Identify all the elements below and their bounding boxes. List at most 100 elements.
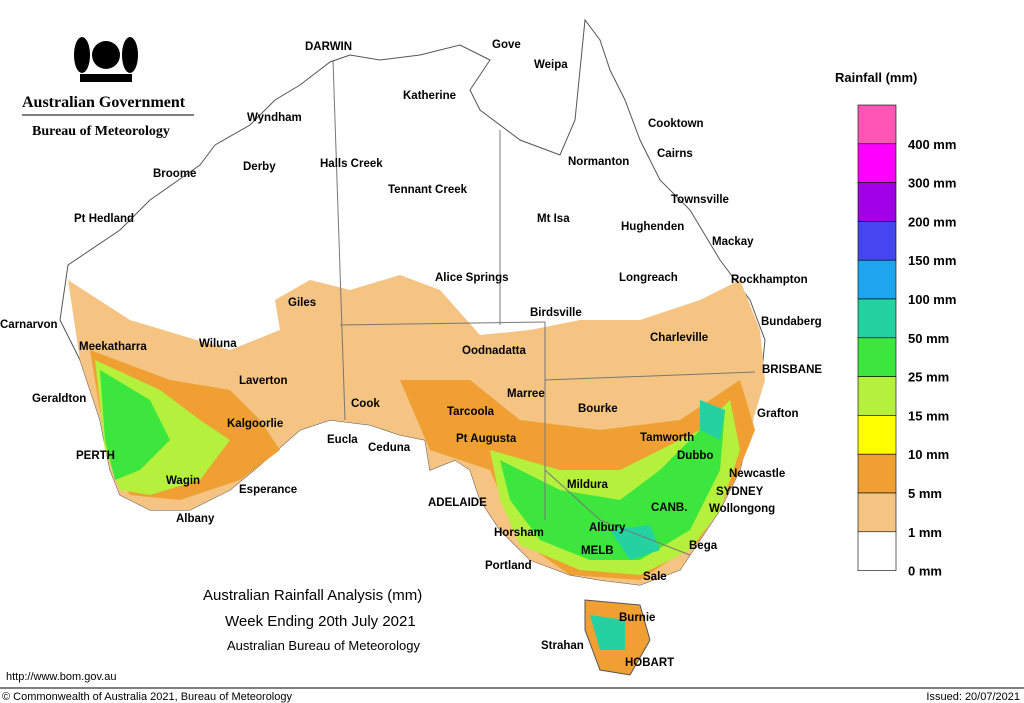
place-label: PERTH <box>76 450 115 462</box>
legend-label: 300 mm <box>908 176 956 191</box>
place-label: Mildura <box>567 479 608 491</box>
wa-border <box>332 59 346 421</box>
place-label: Burnie <box>619 612 655 624</box>
place-label: Oodnadatta <box>462 345 526 357</box>
footer-issued: Issued: 20/07/2021 <box>926 691 1020 703</box>
place-label: Albury <box>589 522 626 534</box>
legend-label: 400 mm <box>908 137 956 152</box>
place-label: Halls Creek <box>320 158 383 170</box>
legend-label: 10 mm <box>908 447 949 462</box>
legend-swatch <box>857 337 897 377</box>
place-label: Tarcoola <box>447 406 495 418</box>
place-label: SYDNEY <box>716 486 764 498</box>
australia <box>59 18 766 676</box>
place-label: Wyndham <box>247 112 302 124</box>
place-label: Tennant Creek <box>388 184 468 196</box>
place-label: Laverton <box>239 375 288 387</box>
place-label: Marree <box>507 388 545 400</box>
place-label: Cook <box>351 398 380 410</box>
nt-sa-border <box>339 321 546 326</box>
place-label: Newcastle <box>729 468 785 480</box>
place-label: Tamworth <box>640 432 694 444</box>
legend-label: 5 mm <box>908 486 942 501</box>
place-label: Broome <box>153 168 196 180</box>
place-label: Charleville <box>650 332 708 344</box>
place-label: Birdsville <box>530 307 582 319</box>
place-label: Wagin <box>166 475 200 487</box>
place-label: Townsville <box>671 194 729 206</box>
place-label: Dubbo <box>677 450 713 462</box>
place-label: Normanton <box>568 156 629 168</box>
place-label: Horsham <box>494 527 544 539</box>
place-label: Alice Springs <box>435 272 509 284</box>
legend-swatch <box>857 492 897 533</box>
place-label: Kalgoorlie <box>227 418 283 430</box>
legend-label: 25 mm <box>908 370 949 385</box>
place-label: Meekatharra <box>79 341 147 353</box>
place-labels: DARWIN Gove Weipa Katherine Wyndham Cooktown D… <box>0 39 822 669</box>
place-label: Esperance <box>239 484 297 496</box>
legend-swatch <box>857 531 897 571</box>
place-label: Ceduna <box>368 442 411 454</box>
vic-border <box>544 469 691 556</box>
legend-title: Rainfall (mm) <box>835 70 917 85</box>
map-source: Australian Bureau of Meteorology <box>227 638 420 653</box>
place-label: Bourke <box>578 403 618 415</box>
legend-label: 1 mm <box>908 525 942 540</box>
place-label: Cooktown <box>648 118 704 130</box>
legend-swatch <box>857 415 897 455</box>
legend: 400 mm 300 mm 200 mm 150 mm 100 mm 50 mm 25 mm… <box>857 104 956 579</box>
state-borders <box>332 59 756 556</box>
place-label: Portland <box>485 560 532 572</box>
legend-swatch <box>857 221 897 261</box>
place-label: Hughenden <box>621 221 684 233</box>
legend-swatch <box>857 104 897 145</box>
legend-label: 15 mm <box>908 408 949 423</box>
place-label: CANB. <box>651 502 687 514</box>
legend-swatch <box>857 143 897 183</box>
place-label: Strahan <box>541 640 584 652</box>
place-label: Weipa <box>534 59 568 71</box>
map-title: Australian Rainfall Analysis (mm) <box>203 587 422 604</box>
place-label: Giles <box>288 297 316 309</box>
legend-label: 150 mm <box>908 253 956 268</box>
rain-50-100 <box>610 400 725 560</box>
legend-swatch <box>857 182 897 222</box>
place-label: DARWIN <box>305 41 352 53</box>
place-label: Mt Isa <box>537 213 570 225</box>
place-label: Bega <box>689 540 718 552</box>
place-label: Geraldton <box>32 393 86 405</box>
header-subtitle: Bureau of Meteorology <box>32 124 170 139</box>
tas-rain <box>590 615 625 650</box>
footer-copyright: © Commonwealth of Australia 2021, Bureau… <box>2 691 292 703</box>
place-label: Carnarvon <box>0 319 58 331</box>
header-title: Australian Government <box>22 94 186 111</box>
legend-label: 50 mm <box>908 331 949 346</box>
place-label: Cairns <box>657 148 693 160</box>
place-label: Mackay <box>712 236 754 248</box>
place-label: Eucla <box>327 434 358 446</box>
place-label: Wiluna <box>199 338 237 350</box>
place-label: Bundaberg <box>761 316 822 328</box>
legend-swatch <box>857 453 897 494</box>
legend-label: 0 mm <box>908 564 942 579</box>
place-label: Wollongong <box>709 503 775 515</box>
place-label: Grafton <box>757 408 799 420</box>
rain-25-50 <box>100 370 725 560</box>
place-label: Sale <box>643 571 667 583</box>
place-label: Derby <box>243 161 276 173</box>
footer-url: http://www.bom.gov.au <box>6 671 116 683</box>
place-label: Gove <box>492 39 521 51</box>
legend-swatch <box>857 259 897 300</box>
place-label: Pt Hedland <box>74 213 134 225</box>
legend-label: 100 mm <box>908 292 956 307</box>
legend-swatch <box>857 376 897 416</box>
place-label: Katherine <box>403 90 456 102</box>
place-label: Albany <box>176 513 215 525</box>
place-label: Rockhampton <box>731 274 808 286</box>
place-label: HOBART <box>625 657 674 669</box>
place-label: Longreach <box>619 272 678 284</box>
place-label: MELB <box>581 545 614 557</box>
place-label: ADELAIDE <box>428 497 487 509</box>
